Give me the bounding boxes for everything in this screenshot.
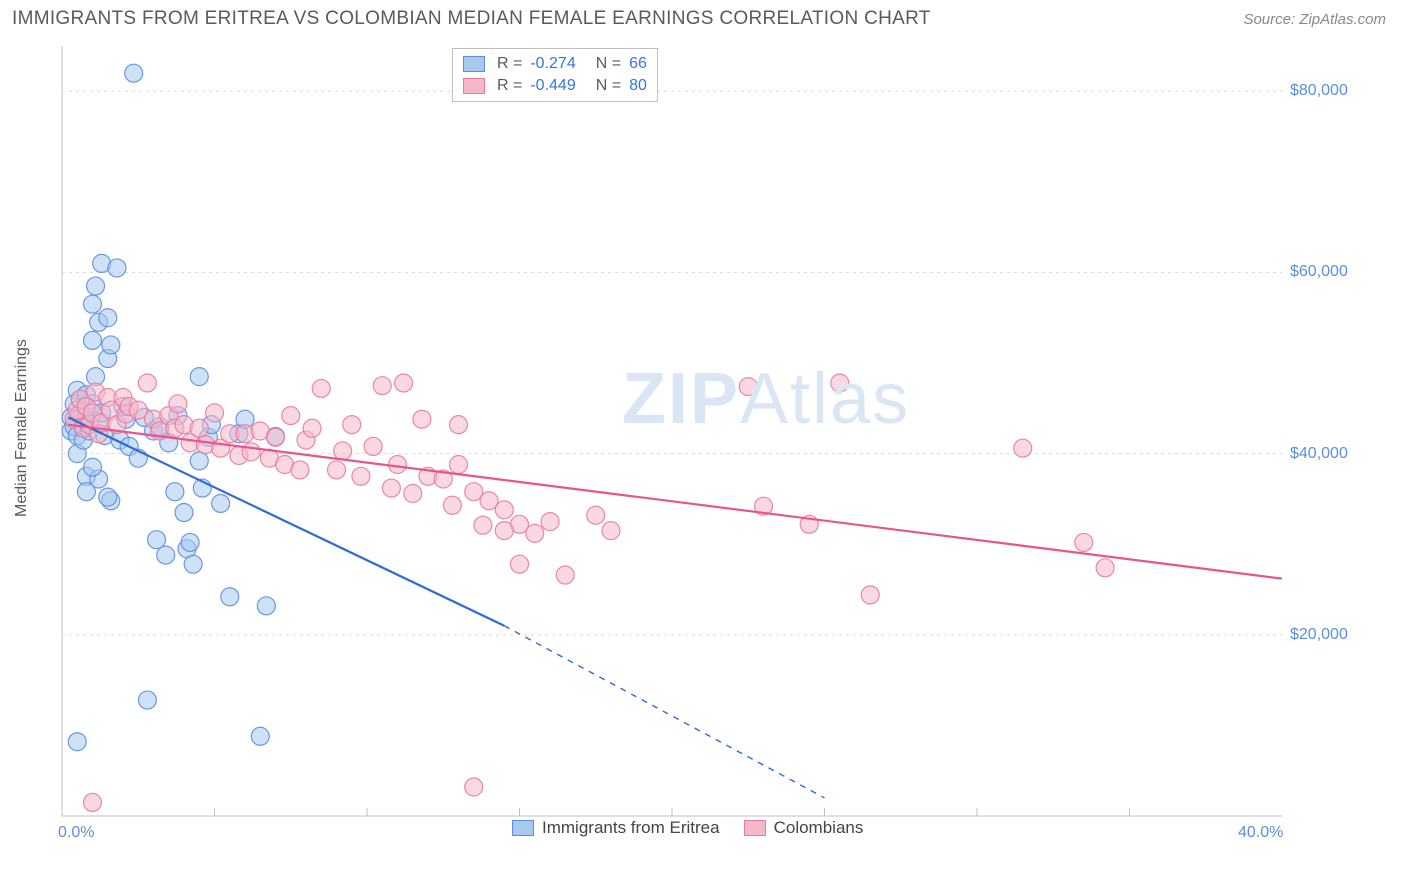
x-tick-min: 0.0%	[58, 824, 94, 842]
legend-row: R = -0.274N = 66	[463, 53, 647, 75]
legend-n-value: 80	[629, 75, 647, 97]
watermark-light: Atlas	[740, 359, 910, 439]
watermark-bold: ZIP	[622, 359, 740, 439]
y-tick: $40,000	[1290, 445, 1348, 463]
legend-row: R = -0.449N = 80	[463, 75, 647, 97]
series-legend: Immigrants from Eritrea Colombians	[512, 818, 863, 838]
legend-swatch	[463, 56, 485, 72]
y-tick: $60,000	[1290, 263, 1348, 281]
chart-header: IMMIGRANTS FROM ERITREA VS COLOMBIAN MED…	[0, 0, 1406, 34]
legend-item: Colombians	[744, 818, 864, 838]
legend-item: Immigrants from Eritrea	[512, 818, 720, 838]
x-tick-max: 40.0%	[1238, 824, 1283, 842]
legend-swatch	[512, 820, 534, 836]
legend-label: Colombians	[774, 818, 864, 838]
legend-r-value: -0.449	[530, 75, 575, 97]
y-tick: $20,000	[1290, 626, 1348, 644]
legend-r-value: -0.274	[530, 53, 575, 75]
legend-swatch	[744, 820, 766, 836]
y-tick: $80,000	[1290, 82, 1348, 100]
legend-n-value: 66	[629, 53, 647, 75]
correlation-legend: R = -0.274N = 66R = -0.449N = 80	[452, 48, 658, 102]
watermark: ZIPAtlas	[622, 358, 910, 440]
chart-title: IMMIGRANTS FROM ERITREA VS COLOMBIAN MED…	[12, 8, 931, 30]
legend-label: Immigrants from Eritrea	[542, 818, 720, 838]
y-axis-label: Median Female Earnings	[13, 339, 31, 517]
chart-area: Median Female Earnings ZIPAtlas R = -0.2…	[12, 38, 1394, 818]
legend-swatch	[463, 78, 485, 94]
chart-source: Source: ZipAtlas.com	[1243, 11, 1386, 28]
